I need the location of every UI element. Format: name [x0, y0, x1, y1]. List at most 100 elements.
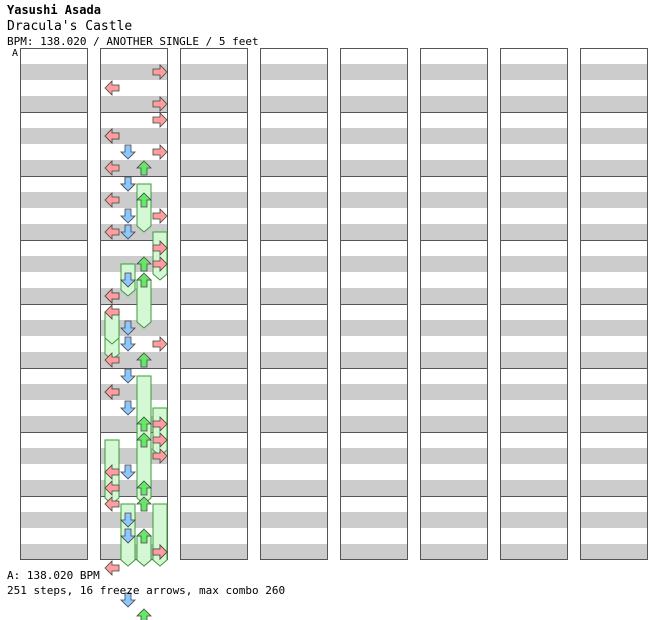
beat-stripe [100, 96, 168, 112]
beat-stripe [20, 384, 88, 400]
column-border [580, 48, 648, 560]
step-arrow-down [120, 400, 136, 416]
beat-stripe [260, 64, 328, 80]
column-border [180, 48, 248, 560]
beat-stripe [500, 128, 568, 144]
step-arrow-down [120, 592, 136, 608]
beat-stripe [20, 160, 88, 176]
beat-stripe [20, 480, 88, 496]
beat-stripe [500, 320, 568, 336]
beat-stripe [580, 64, 648, 80]
artist-name: Yasushi Asada [7, 3, 101, 17]
step-arrow-left [104, 224, 120, 240]
beat-stripe [20, 224, 88, 240]
beat-stripe [20, 64, 88, 80]
column-border [340, 48, 408, 560]
beat-stripe [340, 192, 408, 208]
beat-stripe [500, 448, 568, 464]
beat-stripe [260, 416, 328, 432]
beat-stripe [500, 64, 568, 80]
beat-stripe [180, 64, 248, 80]
beat-stripe [420, 448, 488, 464]
beat-stripe [260, 192, 328, 208]
step-arrow-up [136, 160, 152, 176]
beat-stripe [420, 160, 488, 176]
step-arrow-left [104, 560, 120, 576]
beat-stripe [20, 448, 88, 464]
beat-stripe [180, 160, 248, 176]
beat-stripe [420, 128, 488, 144]
beat-stripe [260, 256, 328, 272]
beat-stripe [340, 544, 408, 560]
step-arrow-left [104, 128, 120, 144]
column-border [20, 48, 88, 560]
step-arrow-down [120, 528, 136, 544]
beat-stripe [580, 384, 648, 400]
beat-stripe [180, 384, 248, 400]
beat-stripe [500, 384, 568, 400]
column-border [420, 48, 488, 560]
beat-stripe [340, 224, 408, 240]
chart-stats: 251 steps, 16 freeze arrows, max combo 2… [7, 584, 286, 597]
beat-stripe [500, 416, 568, 432]
beat-stripe [20, 416, 88, 432]
step-arrow-down [120, 512, 136, 528]
step-arrow-right [152, 416, 168, 432]
beat-stripe [420, 64, 488, 80]
beat-stripe [20, 192, 88, 208]
step-arrow-down [120, 272, 136, 288]
step-arrow-left [104, 288, 120, 304]
beat-stripe [20, 352, 88, 368]
beat-stripe [260, 448, 328, 464]
beat-stripe [420, 96, 488, 112]
beat-stripe [100, 64, 168, 80]
step-arrow-right [152, 208, 168, 224]
beat-stripe [500, 352, 568, 368]
step-arrow-right [152, 144, 168, 160]
beat-stripe [20, 256, 88, 272]
beat-stripe [260, 288, 328, 304]
beat-stripe [580, 192, 648, 208]
beat-stripe [20, 288, 88, 304]
step-arrow-up [136, 352, 152, 368]
beat-stripe [500, 256, 568, 272]
beat-stripe [180, 448, 248, 464]
beat-stripe [580, 352, 648, 368]
beat-stripe [500, 512, 568, 528]
step-arrow-left [104, 384, 120, 400]
step-arrow-up [136, 496, 152, 512]
beat-stripe [260, 544, 328, 560]
beat-stripe [100, 160, 168, 176]
step-arrow-right [152, 112, 168, 128]
beat-stripe [180, 224, 248, 240]
beat-stripe [580, 96, 648, 112]
column-border [260, 48, 328, 560]
beat-stripe [420, 256, 488, 272]
beat-stripe [100, 128, 168, 144]
beat-stripe [580, 320, 648, 336]
bpm-line: A: 138.020 BPM [7, 569, 100, 582]
step-arrow-right [152, 544, 168, 560]
step-arrow-up [136, 272, 152, 288]
song-title: Dracula's Castle [7, 19, 133, 34]
beat-stripe [580, 160, 648, 176]
beat-stripe [340, 128, 408, 144]
step-arrow-down [120, 368, 136, 384]
column-border [500, 48, 568, 560]
step-arrow-right [152, 256, 168, 272]
beat-stripe [420, 352, 488, 368]
beat-stripe [260, 512, 328, 528]
beat-stripe [580, 288, 648, 304]
beat-stripe [340, 416, 408, 432]
beat-stripe [340, 256, 408, 272]
beat-stripe [180, 352, 248, 368]
beat-stripe [260, 480, 328, 496]
beat-stripe [340, 448, 408, 464]
chart-info: BPM: 138.020 / ANOTHER SINGLE / 5 feet [7, 35, 259, 48]
beat-stripe [340, 480, 408, 496]
step-arrow-left [104, 496, 120, 512]
beat-stripe [20, 320, 88, 336]
step-arrow-down [120, 464, 136, 480]
step-arrow-up [136, 528, 152, 544]
beat-stripe [500, 544, 568, 560]
